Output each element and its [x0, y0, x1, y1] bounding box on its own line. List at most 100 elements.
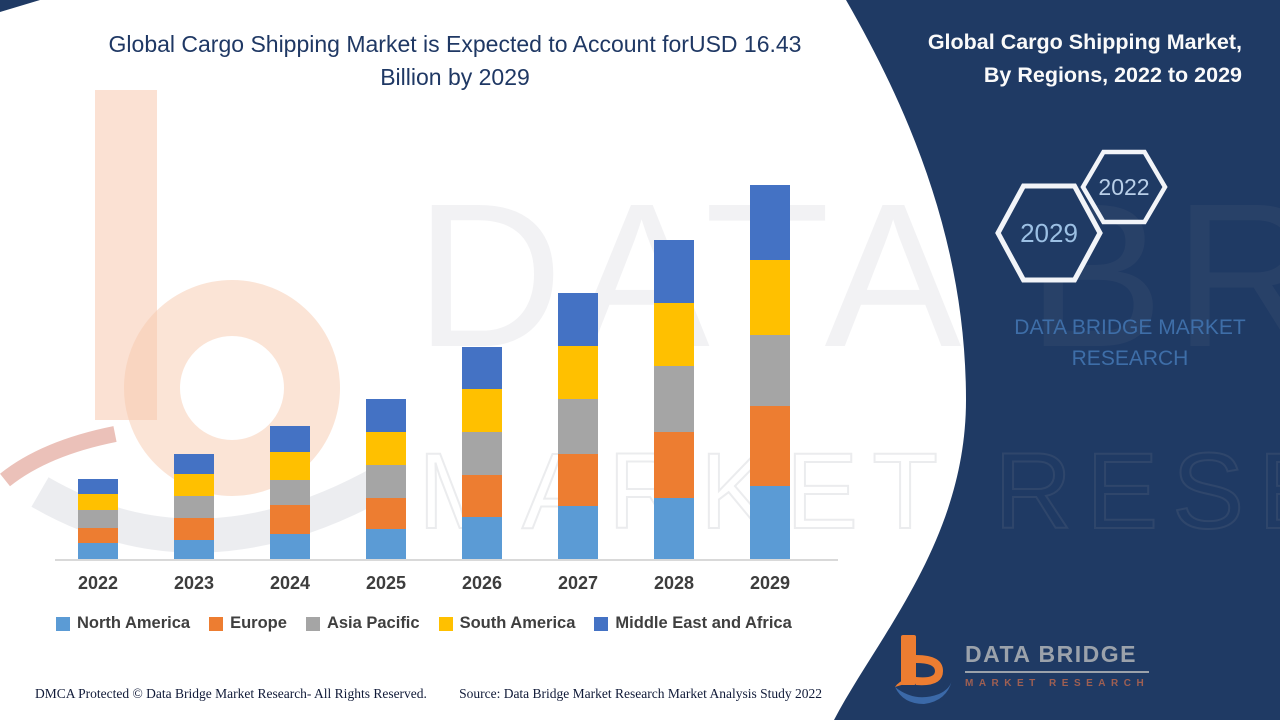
bar-2024 — [270, 425, 310, 560]
bar-2026 — [462, 347, 502, 560]
bar-segment-north-america — [174, 539, 214, 560]
x-axis-label-2025: 2025 — [365, 573, 407, 593]
legend-item-asia-pacific: Asia Pacific — [305, 614, 420, 633]
legend-item-north-america: North America — [56, 614, 190, 633]
hexagon-2029-label: 2029 — [1020, 218, 1078, 248]
bar-segment-europe — [78, 528, 118, 544]
logo-b-stem — [901, 635, 916, 685]
legend-swatch — [209, 616, 224, 631]
bar-segment-middle-east-and-africa — [366, 398, 406, 432]
hexagon-2029 — [995, 183, 1103, 283]
logo-name: DATA BRIDGE — [965, 641, 1150, 673]
legend-swatch — [56, 616, 70, 631]
bar-segment-asia-pacific — [750, 335, 790, 407]
bar-segment-middle-east-and-africa — [558, 292, 598, 346]
bar-segment-middle-east-and-africa — [654, 239, 694, 303]
legend-item-middle-east-and-africa: Middle East and Africa — [594, 614, 792, 633]
chart-title-line2: Billion by 2029 — [380, 64, 530, 90]
hexagon-2022 — [1080, 149, 1168, 225]
bar-segment-south-america — [78, 494, 118, 511]
legend-swatch — [594, 616, 609, 631]
x-axis-label-2023: 2023 — [173, 573, 215, 593]
bar-segment-europe — [270, 505, 310, 534]
legend-label: North America — [77, 614, 191, 632]
x-axis-label-2026: 2026 — [461, 573, 503, 593]
dmca-notice: DMCA Protected © Data Bridge Market Rese… — [35, 686, 427, 701]
bar-segment-asia-pacific — [174, 496, 214, 519]
legend-label: Asia Pacific — [326, 614, 420, 632]
bar-segment-north-america — [366, 529, 406, 560]
legend-label: Middle East and Africa — [615, 614, 792, 632]
bar-segment-north-america — [558, 505, 598, 560]
bar-segment-europe — [174, 518, 214, 540]
bar-2022 — [78, 478, 118, 560]
footer: DMCA Protected © Data Bridge Market Rese… — [35, 686, 822, 702]
legend-label: Europe — [230, 614, 287, 632]
bar-segment-europe — [462, 475, 502, 518]
plot-area: 2022 2023 2024 2025 2026 2027 2028 2029 — [58, 158, 840, 593]
watermark-swirl-red — [0, 426, 117, 487]
legend-swatch — [438, 616, 453, 631]
source-note: Source: Data Bridge Market Research Mark… — [459, 686, 822, 701]
logo-subtitle: MARKET RESEARCH — [965, 678, 1150, 689]
bar-segment-middle-east-and-africa — [270, 425, 310, 452]
legend: North America Europe Asia Pacific South Ame… — [56, 614, 836, 633]
bar-segment-asia-pacific — [366, 464, 406, 498]
panel-title-line2: By Regions, 2022 to 2029 — [983, 63, 1242, 87]
bar-segment-south-america — [462, 389, 502, 433]
panel-shape — [834, 0, 1280, 720]
x-axis-label-2029: 2029 — [749, 573, 791, 593]
bar-segment-europe — [558, 453, 598, 506]
x-axis-label-2027: 2027 — [557, 573, 599, 593]
data-bridge-logo-icon — [895, 635, 952, 704]
bar-segment-north-america — [462, 517, 502, 560]
legend-item-europe: Europe — [209, 614, 287, 633]
bar-segment-middle-east-and-africa — [78, 478, 118, 495]
bar-segment-europe — [366, 498, 406, 529]
bar-segment-south-america — [558, 345, 598, 399]
bar-segment-asia-pacific — [270, 479, 310, 505]
watermark-b-bowl — [124, 280, 340, 496]
logo-swirl-tail — [895, 679, 909, 687]
bar-segment-europe — [654, 431, 694, 498]
x-axis-label-2024: 2024 — [269, 573, 311, 593]
x-axis-label-2028: 2028 — [653, 573, 695, 593]
bar-segment-europe — [750, 406, 790, 486]
bar-2029 — [750, 184, 790, 560]
bar-2027 — [558, 292, 598, 560]
brand-text: DATA BRIDGE MARKET RESEARCH — [990, 312, 1270, 374]
bar-2025 — [366, 398, 406, 560]
logo-swirl-outer — [895, 680, 952, 704]
year-hexagons: 2022 2029 — [995, 149, 1168, 283]
bar-segment-asia-pacific — [558, 398, 598, 454]
logo-b-bowl — [916, 655, 943, 686]
bar-segment-middle-east-and-africa — [462, 347, 502, 390]
logo-text: DATA BRIDGE MARKET RESEARCH — [965, 641, 1150, 689]
legend-swatch — [305, 616, 320, 631]
legend-label: South America — [459, 614, 576, 632]
hexagon-2022-label: 2022 — [1098, 174, 1149, 200]
bar-segment-asia-pacific — [462, 432, 502, 476]
bar-segment-middle-east-and-africa — [174, 454, 214, 475]
logo-swirl-inner — [907, 680, 946, 697]
brand-text-line2: RESEARCH — [1071, 347, 1189, 370]
bar-segment-south-america — [270, 451, 310, 480]
bar-segment-south-america — [174, 474, 214, 497]
bar-2028 — [654, 239, 694, 560]
chart-title-line1: Global Cargo Shipping Market is Expected… — [108, 31, 802, 57]
panel-title-line1: Global Cargo Shipping Market, — [927, 30, 1242, 54]
x-axis-line — [55, 559, 838, 561]
bar-segment-north-america — [270, 534, 310, 560]
bar-segment-asia-pacific — [654, 365, 694, 432]
bar-segment-north-america — [750, 486, 790, 560]
bar-segment-south-america — [366, 431, 406, 465]
panel-title: Global Cargo Shipping Market, By Regions… — [928, 26, 1242, 92]
bar-segment-north-america — [78, 543, 118, 560]
x-axis-label-2022: 2022 — [77, 573, 119, 593]
legend-item-south-america: South America — [438, 614, 576, 633]
bar-2023 — [174, 454, 214, 560]
bar-segment-south-america — [750, 260, 790, 336]
data-bridge-logo: DATA BRIDGE MARKET RESEARCH — [893, 633, 1150, 705]
